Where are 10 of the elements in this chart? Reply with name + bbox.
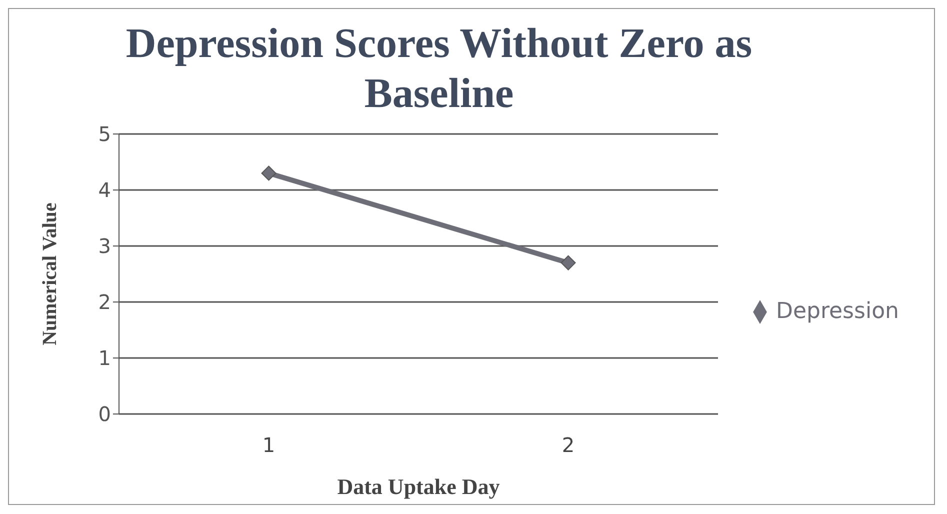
y-tick-label: 5 [98,122,111,146]
y-tick-label: 0 [98,402,111,426]
y-tick-label: 4 [98,178,111,202]
x-axis-title: Data Uptake Day [337,474,500,499]
y-tick-label: 3 [98,234,111,258]
legend-label: Depression [776,299,899,324]
y-tick-label: 2 [98,290,111,314]
chart-title: Depression Scores Without Zero as Baseline [124,20,754,119]
y-tick-label: 1 [98,346,111,370]
y-axis-title: Numerical Value [39,202,62,346]
